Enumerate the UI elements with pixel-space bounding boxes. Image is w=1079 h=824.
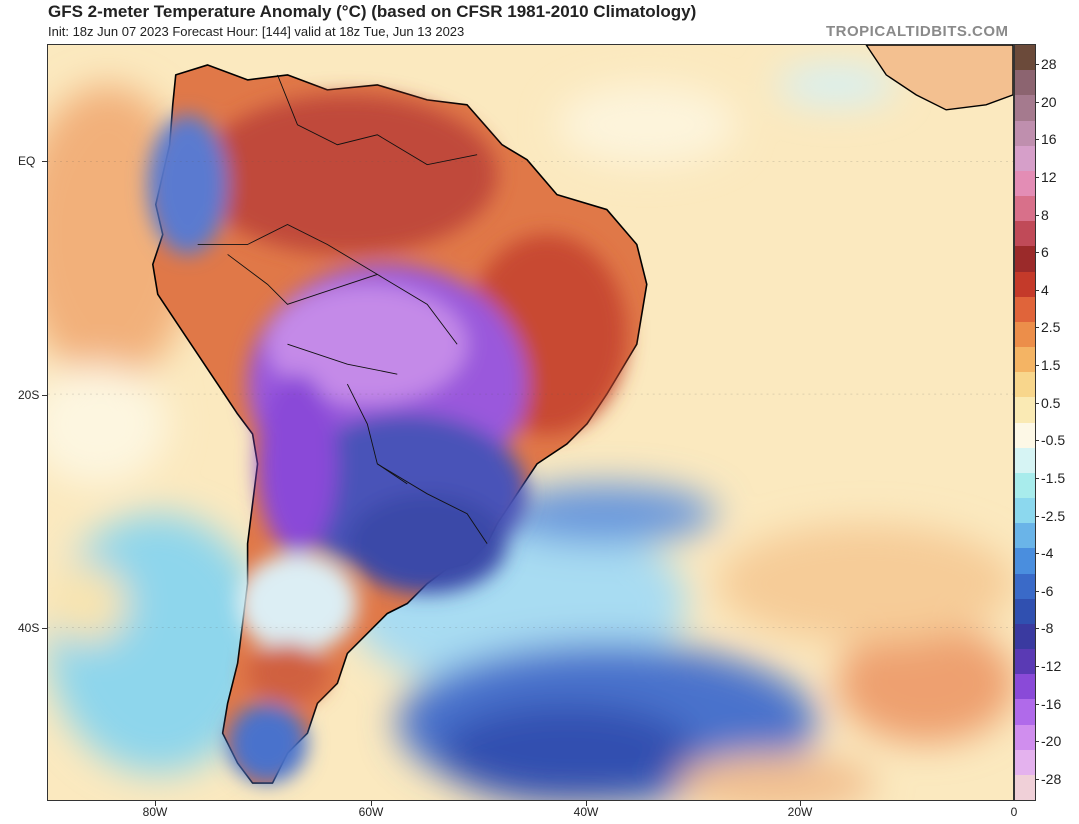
colorbar-segment — [1015, 372, 1035, 398]
colorbar-tick — [1036, 402, 1039, 404]
colorbar-segment — [1015, 749, 1035, 776]
colorbar-tick — [1036, 252, 1039, 254]
colorbar-segment — [1015, 699, 1035, 725]
colorbar-segment — [1015, 649, 1035, 675]
country-borders — [197, 74, 488, 544]
lon-label-60w: 60W — [358, 805, 384, 819]
colorbar-segment — [1015, 498, 1035, 524]
colorbar-segment — [1015, 321, 1035, 348]
colorbar-tick — [1036, 64, 1039, 65]
map-subtitle: Init: 18z Jun 07 2023 Forecast Hour: [14… — [48, 24, 465, 39]
amazon-warm-anomaly — [197, 94, 498, 255]
colorbar-tick — [1036, 214, 1039, 216]
colorbar — [1014, 44, 1036, 801]
colorbar-segment — [1015, 548, 1035, 574]
colorbar-label: 4 — [1041, 281, 1049, 298]
patagonia-warm-anomaly — [247, 643, 328, 704]
colorbar-segment — [1015, 447, 1035, 474]
colorbar-label: 16 — [1041, 131, 1057, 148]
lat-tick — [42, 395, 47, 396]
colorbar-tick — [1036, 139, 1039, 141]
colorbar-tick — [1036, 101, 1039, 103]
colorbar-segment — [1015, 271, 1035, 298]
colorbar-segment — [1015, 724, 1035, 751]
colorbar-segment — [1015, 120, 1035, 147]
colorbar-tick — [1036, 515, 1039, 517]
colorbar-label: -1.5 — [1041, 469, 1066, 486]
colorbar-label: 28 — [1041, 56, 1057, 72]
colorbar-tick — [1036, 440, 1039, 442]
colorbar-segment — [1015, 196, 1035, 222]
lon-label-20w: 20W — [787, 805, 813, 819]
colorbar-label: 0.5 — [1041, 394, 1061, 411]
lat-tick — [42, 161, 47, 162]
colorbar-tick — [1036, 477, 1039, 479]
africa-land — [865, 45, 1013, 111]
colorbar-tick — [1036, 289, 1039, 291]
colorbar-tick — [1036, 553, 1039, 555]
colorbar-label: -28 — [1041, 771, 1062, 787]
colorbar-segment — [1015, 598, 1035, 625]
map-title: GFS 2-meter Temperature Anomaly (°C) (ba… — [48, 2, 697, 21]
colorbar-tick — [1036, 176, 1039, 178]
colorbar-segment — [1015, 296, 1035, 323]
colorbar-segment — [1015, 573, 1035, 600]
colorbar-label: -4 — [1041, 545, 1054, 562]
lon-tick — [155, 801, 156, 806]
lat-tick — [42, 628, 47, 629]
colorbar-segment — [1015, 221, 1035, 247]
colorbar-segment — [1015, 246, 1035, 272]
colorbar-label: -2.5 — [1041, 507, 1066, 524]
colorbar-tick — [1036, 779, 1039, 780]
lon-label-80w: 80W — [142, 805, 168, 819]
colorbar-segment — [1015, 397, 1035, 423]
colorbar-tick — [1036, 703, 1039, 705]
lon-tick — [586, 801, 587, 806]
colorbar-tick — [1036, 327, 1039, 329]
colorbar-segment — [1015, 70, 1035, 96]
colorbar-label: -16 — [1041, 695, 1062, 712]
lon-label-0: 0 — [1010, 805, 1018, 819]
colorbar-label: 6 — [1041, 244, 1049, 261]
colorbar-tick — [1036, 666, 1039, 668]
colorbar-tick — [1036, 741, 1039, 743]
colorbar-segment — [1015, 95, 1035, 121]
colorbar-label: -20 — [1041, 733, 1062, 750]
colorbar-segment — [1015, 674, 1035, 700]
colorbar-segment — [1015, 422, 1035, 449]
lon-tick — [800, 801, 801, 806]
colorbar-label: -0.5 — [1041, 432, 1066, 449]
temperature-anomaly-map — [47, 44, 1014, 801]
colorbar-segment — [1015, 623, 1035, 650]
lon-tick — [371, 801, 372, 806]
colorbar-segment — [1015, 523, 1035, 549]
colorbar-label: 20 — [1041, 93, 1057, 110]
lon-label-40w: 40W — [573, 805, 599, 819]
site-credit: TROPICALTIDBITS.COM — [826, 23, 1009, 40]
colorbar-label: 2.5 — [1041, 319, 1061, 336]
colorbar-segment — [1015, 170, 1035, 197]
colorbar-segment — [1015, 774, 1035, 801]
colorbar-label: 1.5 — [1041, 357, 1061, 374]
lat-label-20s: 20S — [18, 388, 40, 402]
colorbar-label: -6 — [1041, 582, 1054, 599]
colorbar-label: -8 — [1041, 620, 1054, 637]
colorbar-segment — [1015, 472, 1035, 499]
colorbar-tick — [1036, 590, 1039, 592]
colorbar-tick — [1036, 628, 1039, 630]
colorbar-tick — [1036, 365, 1039, 367]
colorbar-segment — [1015, 347, 1035, 373]
colorbar-label: -12 — [1041, 658, 1062, 675]
colorbar-label: 12 — [1041, 168, 1057, 185]
colorbar-segment — [1015, 145, 1035, 172]
lat-label-eq: EQ — [18, 154, 36, 168]
atlantic-warm-anomaly — [836, 623, 1013, 744]
lat-label-40s: 40S — [18, 621, 40, 635]
colorbar-segment — [1015, 45, 1035, 71]
colorbar-label: 8 — [1041, 206, 1049, 223]
